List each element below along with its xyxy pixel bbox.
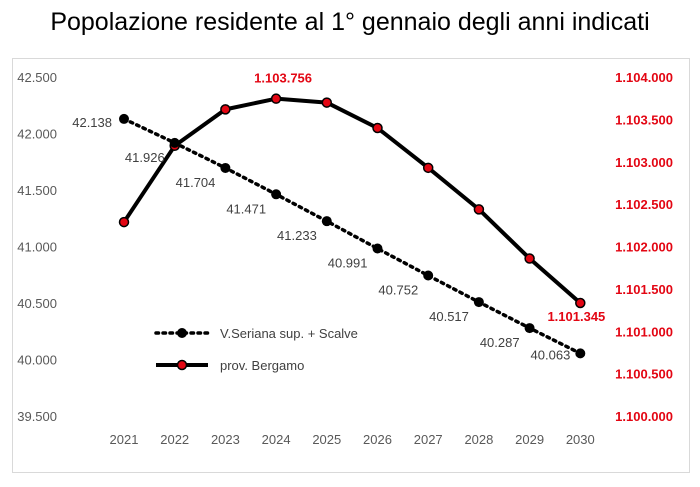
v-seriana-data-label: 41.926 [125, 150, 165, 165]
v-seriana-data-label: 41.704 [176, 175, 216, 190]
v-seriana-point [575, 348, 586, 359]
v-seriana-data-label: 40.517 [429, 309, 469, 324]
legend-label-v-seriana: V.Seriana sup. + Scalve [220, 326, 358, 341]
x-axis-tick: 2027 [414, 432, 443, 447]
v-seriana-data-label: 40.991 [328, 256, 368, 271]
v-seriana-point [271, 189, 282, 200]
v-seriana-data-label: 40.063 [531, 347, 571, 362]
chart-title: Popolazione residente al 1° gennaio degl… [50, 8, 650, 36]
chart-panel: 39.500 40.000 40.500 41.000 41.500 42.000 42.5… [12, 58, 690, 473]
v-seriana-data-label: 41.233 [277, 228, 317, 243]
right-axis-tick: 1.103.500 [615, 112, 673, 127]
left-axis-tick: 41.000 [17, 240, 57, 255]
v-seriana-point [473, 297, 484, 308]
right-axis-tick: 1.100.500 [615, 367, 673, 382]
v-seriana-point [372, 243, 383, 254]
x-axis-tick: 2029 [515, 432, 544, 447]
right-axis-tick: 1.102.000 [615, 240, 673, 255]
v-seriana-point [321, 216, 332, 227]
v-seriana-point [524, 323, 535, 334]
v-seriana-data-label: 41.471 [226, 201, 266, 216]
prov-bergamo-point [118, 216, 130, 228]
prov-bergamo-point [524, 253, 535, 264]
left-axis-tick: 41.500 [17, 183, 57, 198]
x-axis-tick: 2028 [464, 432, 493, 447]
prov-bergamo-point [270, 93, 282, 104]
x-axis-tick: 2021 [110, 432, 139, 447]
left-axis-tick: 42.000 [17, 127, 57, 142]
x-axis-tick: 2025 [312, 432, 341, 447]
right-axis-tick: 1.103.000 [615, 155, 673, 170]
prov-bergamo-point [575, 297, 586, 309]
v-seriana-data-label: 42.138 [72, 115, 112, 130]
series-line-v-seriana [122, 117, 583, 356]
right-axis-tick: 1.101.500 [615, 282, 673, 297]
left-axis-tick: 39.500 [17, 409, 57, 424]
prov-bergamo-point [321, 97, 333, 108]
v-seriana-data-label: 40.752 [378, 283, 418, 298]
left-axis-tick: 40.000 [17, 353, 57, 368]
right-axis-tick: 1.104.000 [615, 70, 673, 85]
prov-bergamo-point [220, 104, 231, 115]
v-seriana-point [119, 113, 129, 124]
v-seriana-point [220, 162, 231, 173]
v-seriana-data-label: 40.287 [480, 335, 520, 350]
prov-bergamo-data-label: 1.101.345 [547, 309, 605, 324]
series-line-prov-bergamo [122, 96, 582, 305]
x-axis-tick: 2026 [363, 432, 392, 447]
prov-bergamo-point [422, 162, 434, 174]
left-axis-tick: 42.500 [17, 70, 57, 85]
x-axis-tick: 2022 [160, 432, 189, 447]
right-axis-tick: 1.100.000 [615, 409, 673, 424]
v-seriana-point [169, 137, 180, 148]
prov-bergamo-point [473, 204, 485, 215]
prov-bergamo-data-label: 1.103.756 [254, 71, 312, 86]
x-axis-tick: 2030 [566, 432, 595, 447]
x-axis-tick: 2023 [211, 432, 240, 447]
line-chart: 39.500 40.000 40.500 41.000 41.500 42.000 42.5… [17, 70, 673, 447]
left-axis-tick: 40.500 [17, 296, 57, 311]
right-axis-tick: 1.101.000 [615, 324, 673, 339]
prov-bergamo-point [372, 122, 383, 134]
legend-marker-prov-bergamo [176, 359, 188, 371]
v-seriana-point [423, 270, 434, 281]
right-axis-tick: 1.102.500 [615, 197, 673, 212]
x-axis-tick: 2024 [262, 432, 291, 447]
legend-marker-v-seriana [177, 328, 187, 338]
legend-label-prov-bergamo: prov. Bergamo [220, 358, 304, 373]
